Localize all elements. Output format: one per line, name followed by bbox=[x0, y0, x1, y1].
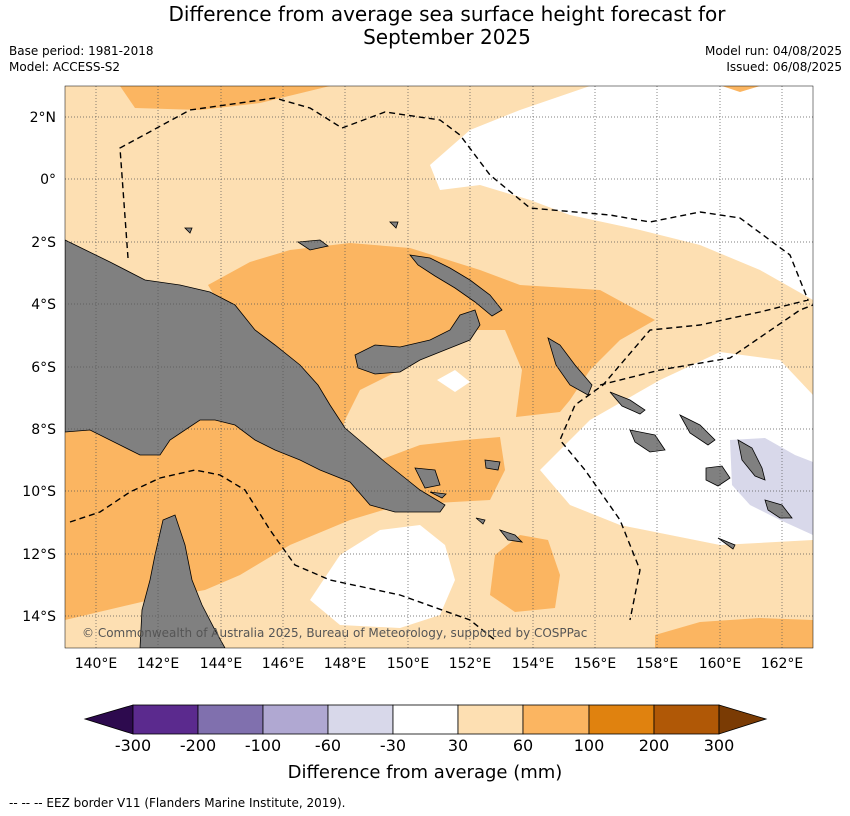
colorbar-bin bbox=[588, 704, 655, 735]
issued-date: Issued: 06/08/2025 bbox=[726, 60, 842, 74]
base-period: Base period: 1981-2018 bbox=[9, 44, 154, 58]
land-louisiade bbox=[498, 529, 524, 543]
lon-tick: 148°E bbox=[324, 656, 367, 672]
land-dentrecasteaux bbox=[414, 467, 441, 489]
colorbar-tick: 300 bbox=[704, 736, 735, 755]
eez-footnote: -- -- -- EEZ border V11 (Flanders Marine… bbox=[9, 796, 346, 810]
colorbar-tick: -300 bbox=[115, 736, 151, 755]
colorbar-tick: -60 bbox=[315, 736, 341, 755]
land-woodlark bbox=[484, 459, 501, 471]
land-choiseul-isabel bbox=[609, 391, 646, 415]
land-malaita bbox=[679, 414, 716, 446]
eez-borders bbox=[69, 97, 813, 641]
colorbar-label: Difference from average (mm) bbox=[288, 762, 563, 783]
colorbar-extend-low bbox=[83, 704, 134, 735]
title-line-1: Difference from average sea surface heig… bbox=[168, 2, 726, 26]
colorbar-bin bbox=[392, 704, 459, 735]
anomaly-band-60-100-north bbox=[120, 86, 330, 110]
title-line-2: September 2025 bbox=[363, 25, 531, 49]
lat-tick: 0° bbox=[40, 172, 56, 188]
colorbar-bin bbox=[522, 704, 590, 735]
colorbar-tick: 100 bbox=[574, 736, 605, 755]
lat-tick: 12°S bbox=[22, 547, 56, 563]
land-masses bbox=[65, 221, 793, 648]
land-new-caledonia-north bbox=[737, 439, 766, 481]
graticule bbox=[65, 86, 813, 648]
land-guadalcanal bbox=[629, 429, 666, 453]
lon-tick: 140°E bbox=[75, 656, 118, 672]
lon-tick: 154°E bbox=[512, 656, 555, 672]
lat-tick: 14°S bbox=[22, 609, 56, 625]
land-vanuatu-south bbox=[764, 499, 793, 519]
anomaly-band-60-100-south bbox=[655, 618, 813, 648]
model-name: Model: ACCESS-S2 bbox=[9, 60, 121, 74]
land-new-britain bbox=[354, 309, 481, 375]
map-title: Difference from average sea surface heig… bbox=[0, 3, 850, 49]
land-manus bbox=[296, 239, 329, 251]
lon-tick: 152°E bbox=[449, 656, 492, 672]
lon-tick: 158°E bbox=[636, 656, 679, 672]
model-run: Model run: 04/08/2025 bbox=[704, 44, 842, 58]
land-bougainville bbox=[547, 337, 593, 396]
eez-png bbox=[119, 97, 809, 621]
land-new-guinea bbox=[65, 239, 446, 513]
lon-tick: 160°E bbox=[699, 656, 742, 672]
colorbar-tick: -100 bbox=[245, 736, 281, 755]
run-info: Model run: 04/08/2025 Issued: 06/08/2025 bbox=[705, 43, 842, 75]
colorbar-tick: -30 bbox=[380, 736, 406, 755]
colorbar-bin bbox=[262, 704, 329, 735]
lon-tick: 156°E bbox=[574, 656, 617, 672]
lon-axis: 140°E 142°E 144°E 146°E 148°E 150°E 152°… bbox=[75, 656, 804, 672]
colorbar-tick: 200 bbox=[639, 736, 670, 755]
lon-tick: 150°E bbox=[387, 656, 430, 672]
lat-tick: 2°N bbox=[30, 110, 56, 126]
lat-tick: 6°S bbox=[31, 360, 56, 376]
base-info: Base period: 1981-2018 Model: ACCESS-S2 bbox=[9, 43, 154, 75]
neutral-region-northeast bbox=[430, 86, 813, 300]
colorbar-bin bbox=[653, 704, 720, 735]
lon-tick: 142°E bbox=[137, 656, 180, 672]
neutral-patch-small bbox=[437, 370, 470, 392]
lat-tick: 4°S bbox=[31, 297, 56, 313]
lat-tick: 2°S bbox=[31, 235, 56, 251]
colorbar-bin bbox=[197, 704, 264, 735]
colorbar-tick: 60 bbox=[513, 736, 533, 755]
land-new-ireland bbox=[409, 254, 503, 317]
colorbar-tick: -200 bbox=[180, 736, 216, 755]
eez-solomons bbox=[599, 304, 813, 386]
copyright-notice: © Commonwealth of Australia 2025, Bureau… bbox=[82, 626, 587, 640]
lon-tick: 146°E bbox=[262, 656, 305, 672]
eez-australia bbox=[69, 469, 496, 641]
lat-axis: 2°N 0° 2°S 4°S 6°S 8°S 10°S 12°S 14°S bbox=[22, 110, 56, 625]
lat-tick: 8°S bbox=[31, 422, 56, 438]
map-area: © Commonwealth of Australia 2025, Bureau… bbox=[65, 86, 813, 648]
colorbar: -300 -200 -100 -60 -30 30 60 100 200 300… bbox=[83, 704, 768, 783]
anomaly-band-60-100-small bbox=[722, 86, 760, 92]
lat-tick: 10°S bbox=[22, 484, 56, 500]
land-cape-york bbox=[139, 514, 226, 648]
colorbar-bin bbox=[327, 704, 394, 735]
lon-tick: 144°E bbox=[200, 656, 243, 672]
map-frame bbox=[64, 85, 814, 649]
colorbar-tick: 30 bbox=[448, 736, 468, 755]
lon-tick: 162°E bbox=[761, 656, 804, 672]
land-espiritu-santo bbox=[705, 465, 731, 487]
colorbar-bin bbox=[132, 704, 199, 735]
land-small-islands bbox=[184, 221, 736, 550]
colorbar-bin bbox=[457, 704, 524, 735]
colorbar-extend-high bbox=[718, 704, 768, 735]
